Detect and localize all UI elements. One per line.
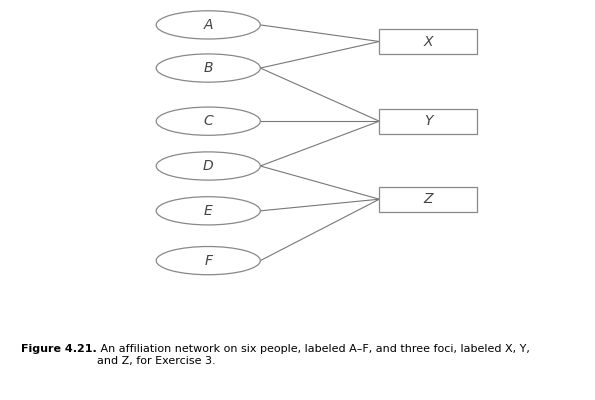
Text: D: D bbox=[203, 159, 214, 173]
Ellipse shape bbox=[156, 11, 261, 39]
Bar bbox=[380, 187, 478, 212]
Text: E: E bbox=[204, 204, 212, 218]
Bar bbox=[380, 109, 478, 134]
Text: X: X bbox=[424, 34, 433, 48]
Ellipse shape bbox=[156, 246, 261, 275]
Text: Figure 4.21.: Figure 4.21. bbox=[21, 344, 96, 354]
Text: Y: Y bbox=[424, 114, 433, 128]
Text: C: C bbox=[203, 114, 213, 128]
Text: An affiliation network on six people, labeled A–F, and three foci, labeled X, Y,: An affiliation network on six people, la… bbox=[96, 344, 530, 366]
Ellipse shape bbox=[156, 107, 261, 135]
Text: A: A bbox=[203, 18, 213, 32]
Ellipse shape bbox=[156, 197, 261, 225]
Ellipse shape bbox=[156, 152, 261, 180]
Text: Z: Z bbox=[424, 192, 433, 206]
Bar bbox=[380, 29, 478, 54]
Text: F: F bbox=[204, 254, 212, 268]
Ellipse shape bbox=[156, 54, 261, 82]
Text: B: B bbox=[203, 61, 213, 75]
